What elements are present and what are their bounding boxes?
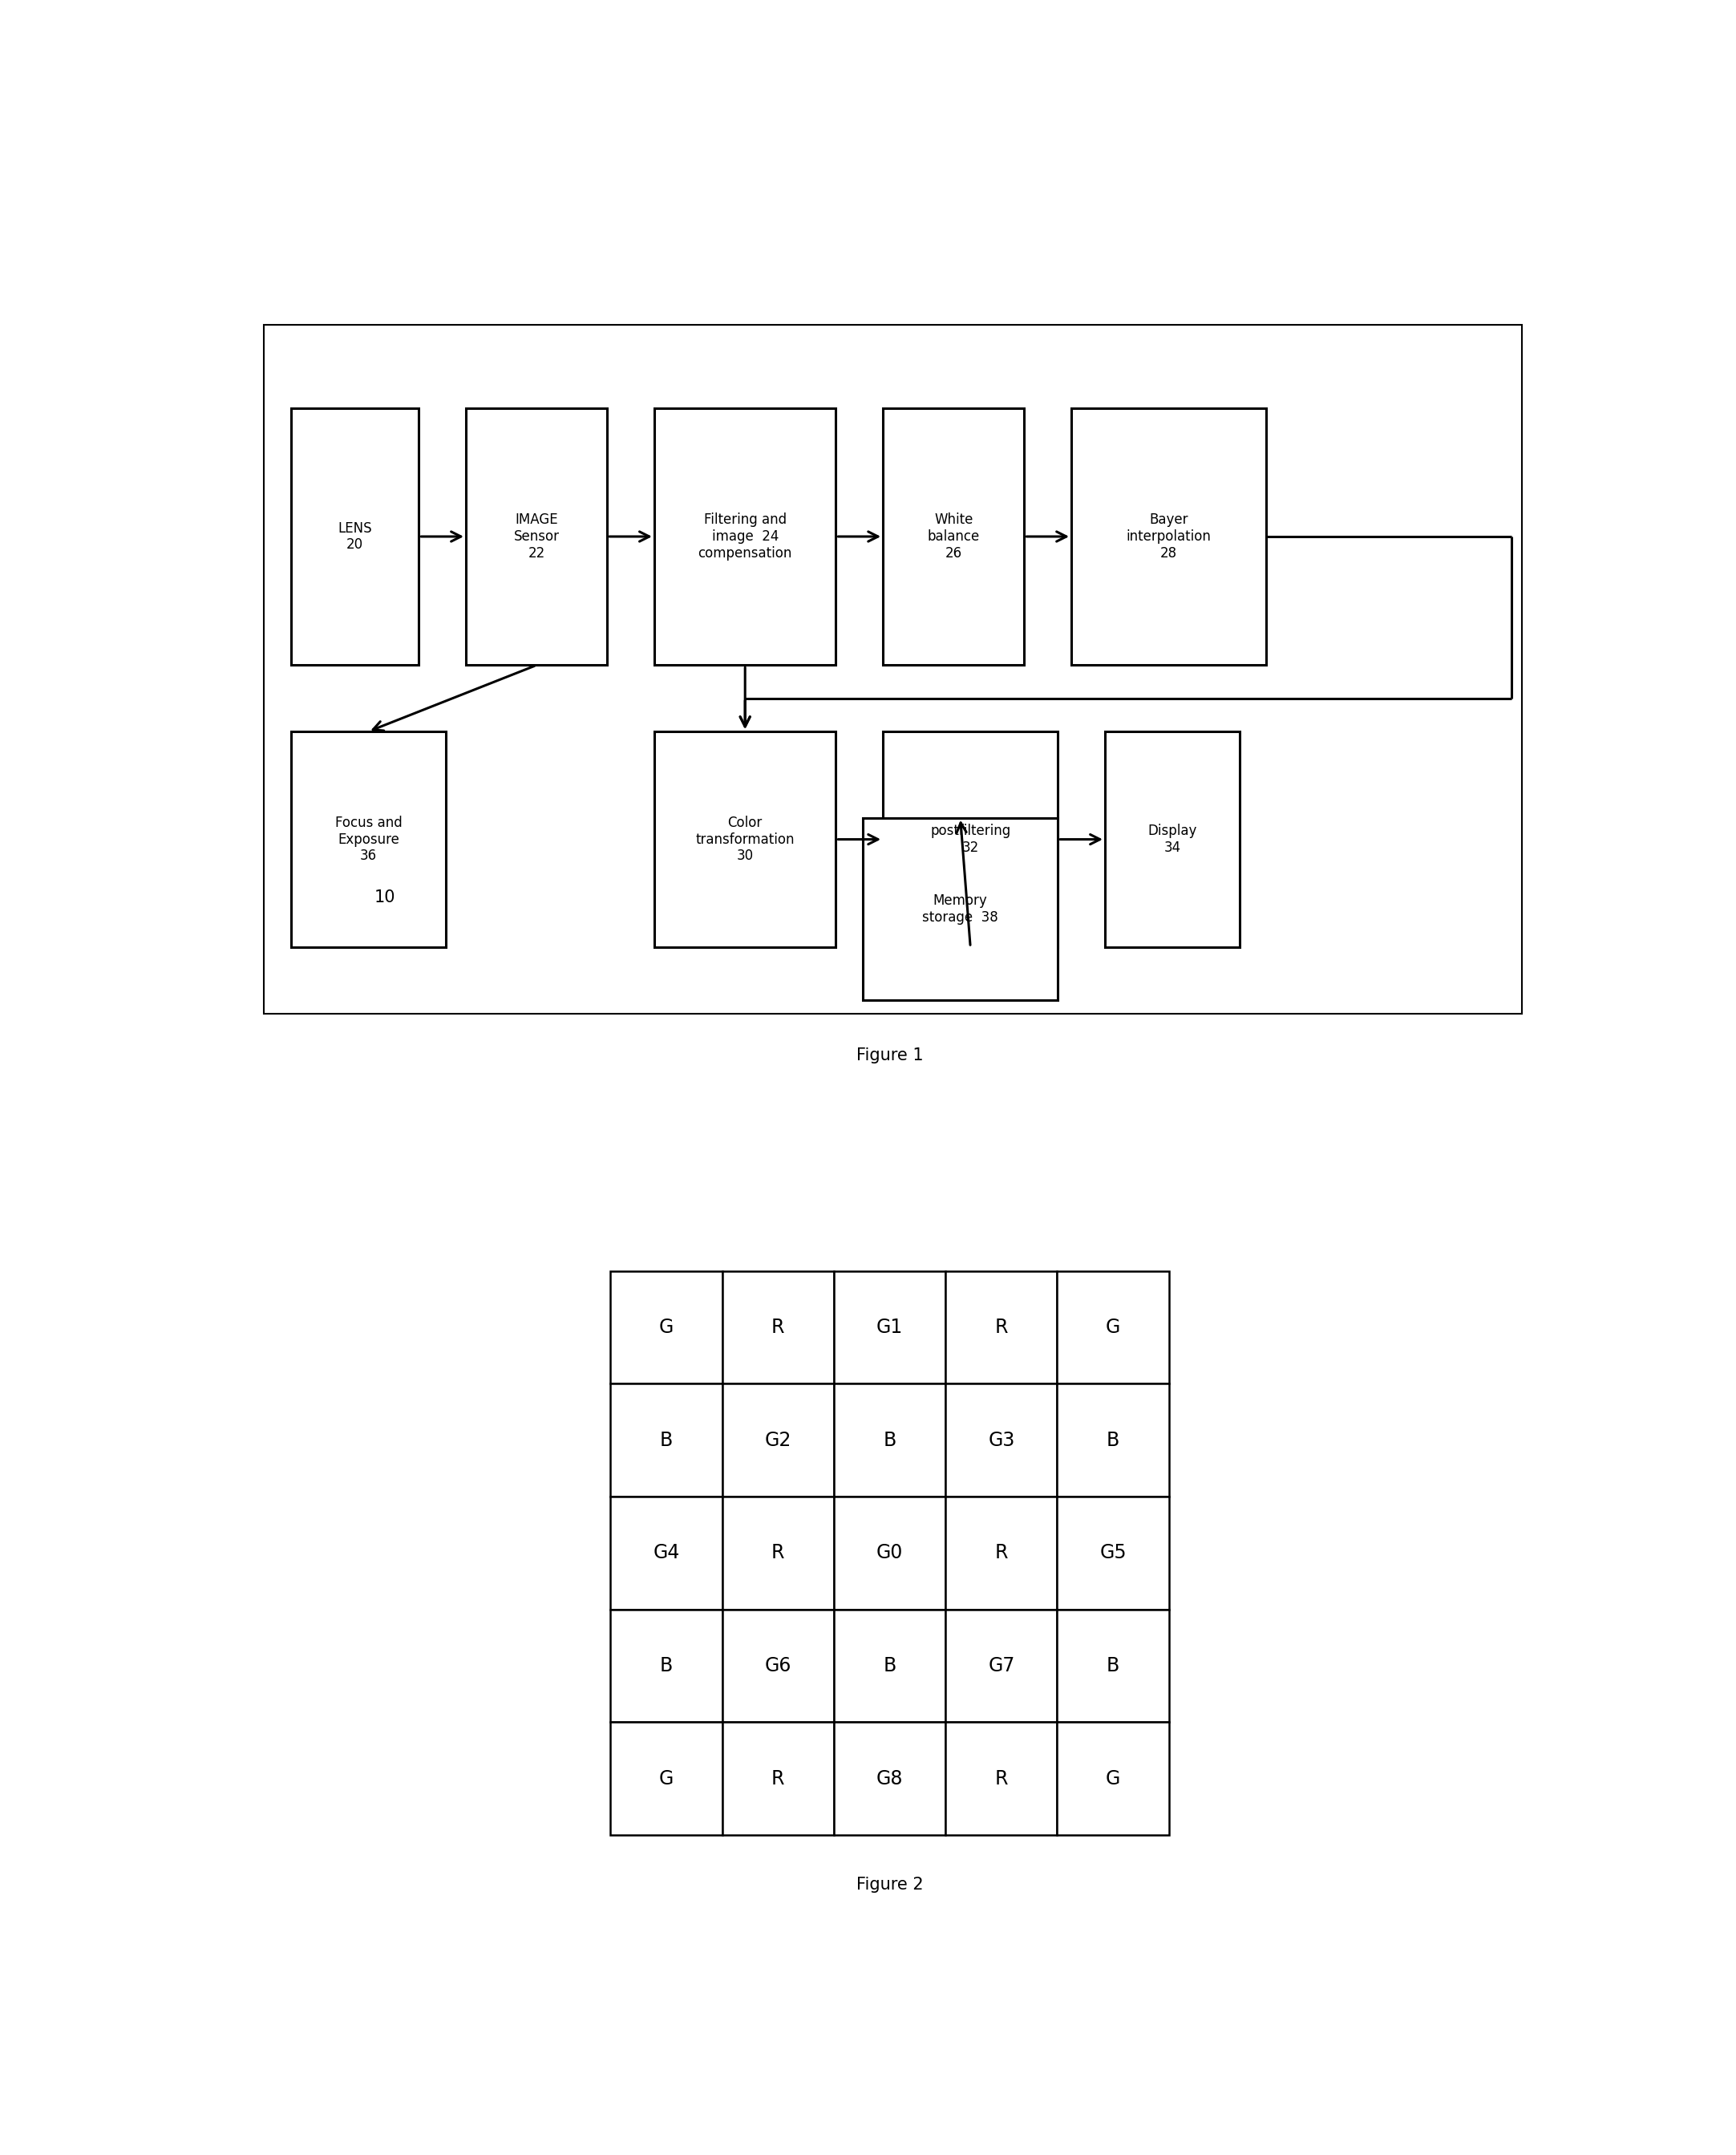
Text: G7: G7	[988, 1655, 1016, 1674]
Bar	[722, 1496, 833, 1610]
Bar	[884, 731, 1057, 948]
Bar	[722, 1610, 833, 1722]
Bar	[1057, 1496, 1168, 1610]
Bar	[611, 1722, 722, 1836]
Bar	[1057, 1610, 1168, 1722]
Text: LENS
20: LENS 20	[339, 522, 372, 552]
Bar	[722, 1722, 833, 1836]
Text: Filtering and
image  24
compensation: Filtering and image 24 compensation	[698, 513, 792, 560]
Bar	[292, 731, 446, 948]
Text: R: R	[771, 1317, 785, 1336]
Bar	[654, 731, 837, 948]
Bar	[833, 1722, 946, 1836]
Text: G5: G5	[1099, 1543, 1127, 1562]
Text: B: B	[660, 1655, 674, 1674]
Text: G1: G1	[877, 1317, 903, 1336]
Bar	[833, 1610, 946, 1722]
Bar	[465, 407, 608, 666]
Text: G4: G4	[653, 1543, 681, 1562]
Bar	[264, 325, 1522, 1013]
Text: R: R	[771, 1769, 785, 1789]
Text: White
balance
26: White balance 26	[927, 513, 979, 560]
Bar	[946, 1496, 1057, 1610]
Text: G: G	[660, 1769, 674, 1789]
Bar	[722, 1384, 833, 1496]
Text: B: B	[1106, 1431, 1120, 1450]
Text: postfiltering
32: postfiltering 32	[930, 823, 1010, 856]
Bar	[1057, 1271, 1168, 1384]
Bar	[884, 407, 1024, 666]
Text: Figure 1: Figure 1	[856, 1047, 924, 1062]
Bar	[1057, 1384, 1168, 1496]
Text: R: R	[995, 1769, 1009, 1789]
Bar	[1104, 731, 1240, 948]
Bar	[946, 1722, 1057, 1836]
Text: G: G	[1106, 1317, 1120, 1336]
Bar	[722, 1271, 833, 1384]
Bar	[611, 1271, 722, 1384]
Text: Display
34: Display 34	[1147, 823, 1196, 856]
Text: G6: G6	[764, 1655, 792, 1674]
Text: G: G	[660, 1317, 674, 1336]
Text: Bayer
interpolation
28: Bayer interpolation 28	[1127, 513, 1212, 560]
Text: B: B	[1106, 1655, 1120, 1674]
Bar	[833, 1496, 946, 1610]
Text: G3: G3	[988, 1431, 1016, 1450]
Bar	[654, 407, 837, 666]
Text: G: G	[1106, 1769, 1120, 1789]
Text: B: B	[884, 1431, 896, 1450]
Text: 10: 10	[375, 890, 396, 905]
Bar	[1071, 407, 1267, 666]
Text: IMAGE
Sensor
22: IMAGE Sensor 22	[514, 513, 559, 560]
Bar	[946, 1271, 1057, 1384]
Bar	[611, 1496, 722, 1610]
Bar	[863, 817, 1057, 1000]
Text: G8: G8	[877, 1769, 903, 1789]
Bar	[1057, 1722, 1168, 1836]
Bar	[833, 1271, 946, 1384]
Text: B: B	[660, 1431, 674, 1450]
Text: G2: G2	[764, 1431, 792, 1450]
Bar	[946, 1384, 1057, 1496]
Bar	[611, 1384, 722, 1496]
Text: R: R	[995, 1543, 1009, 1562]
Text: R: R	[995, 1317, 1009, 1336]
Text: G0: G0	[877, 1543, 903, 1562]
Bar	[611, 1610, 722, 1722]
Text: R: R	[771, 1543, 785, 1562]
Text: B: B	[884, 1655, 896, 1674]
Text: Color
transformation
30: Color transformation 30	[696, 815, 795, 864]
Text: Figure 2: Figure 2	[856, 1877, 924, 1892]
Text: Memory
storage  38: Memory storage 38	[922, 894, 998, 924]
Bar	[292, 407, 418, 666]
Text: Focus and
Exposure
36: Focus and Exposure 36	[335, 815, 403, 864]
Bar	[833, 1384, 946, 1496]
Bar	[946, 1610, 1057, 1722]
